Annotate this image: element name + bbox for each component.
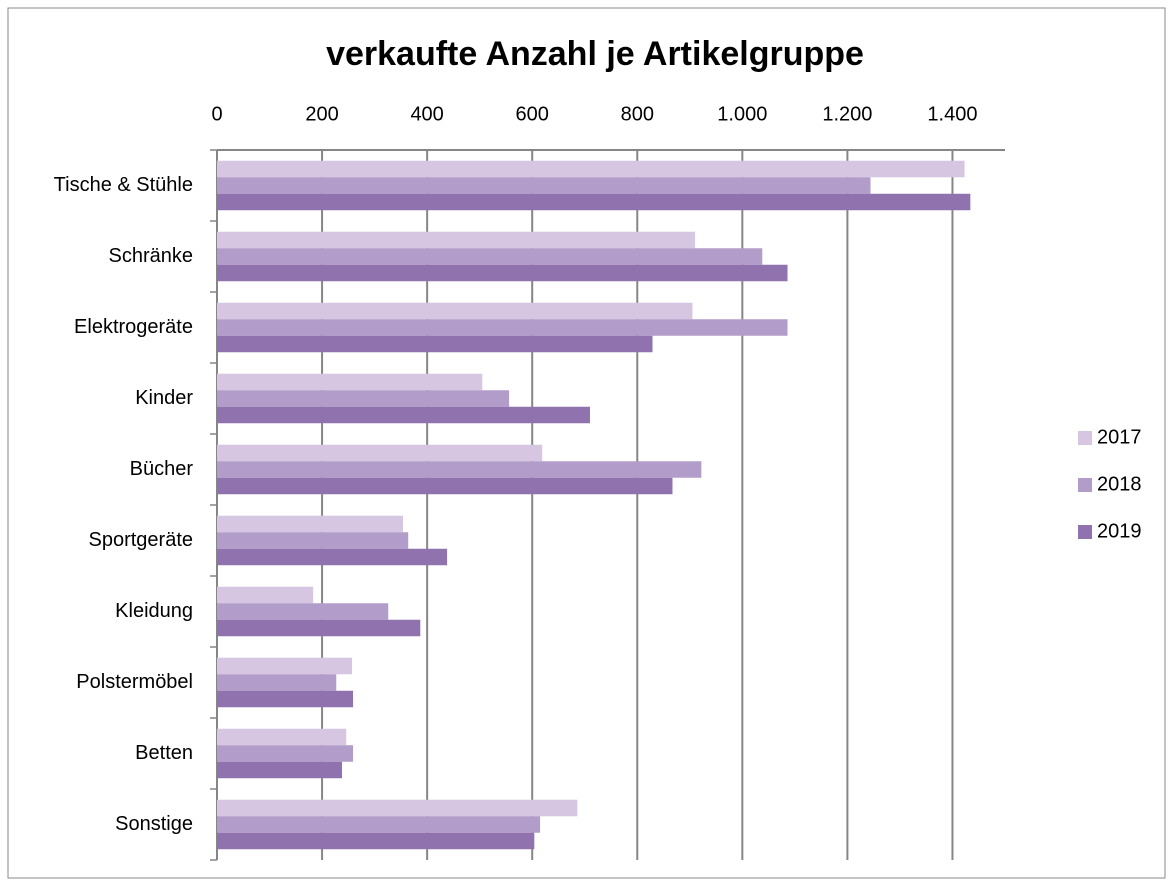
x-tick-label: 1.400 xyxy=(927,103,977,125)
x-tick-label: 800 xyxy=(621,103,654,125)
bar xyxy=(217,548,448,566)
y-tick-label: Polstermöbel xyxy=(76,671,193,693)
bar xyxy=(217,406,590,424)
bar xyxy=(217,302,693,320)
bar xyxy=(217,264,788,282)
y-tick-label: Bücher xyxy=(130,458,194,480)
bar xyxy=(217,477,673,495)
legend-swatch xyxy=(1078,478,1092,492)
bar xyxy=(217,657,353,675)
bar xyxy=(217,690,354,708)
bar xyxy=(217,231,696,249)
bar xyxy=(217,390,510,407)
bar xyxy=(217,603,389,620)
bar xyxy=(217,319,788,336)
bar xyxy=(217,674,337,691)
x-tick-label: 1.200 xyxy=(822,103,872,125)
legend-swatch xyxy=(1078,525,1092,539)
bar xyxy=(217,193,971,211)
x-tick-label: 200 xyxy=(305,103,338,125)
legend-label: 2017 xyxy=(1097,426,1142,448)
bar xyxy=(217,248,763,265)
bar xyxy=(217,619,421,637)
chart-frame xyxy=(7,7,1166,879)
bar xyxy=(217,373,483,391)
y-tick-label: Sonstige xyxy=(115,813,193,835)
y-tick-label: Tische & Stühle xyxy=(54,174,193,196)
y-tick-label: Kinder xyxy=(135,387,193,409)
y-tick-label: Schränke xyxy=(109,245,194,267)
x-tick-label: 600 xyxy=(516,103,549,125)
legend-swatch xyxy=(1078,431,1092,445)
y-tick-label: Sportgeräte xyxy=(88,529,193,551)
bar xyxy=(217,444,543,462)
x-tick-label: 400 xyxy=(410,103,443,125)
x-tick-label: 0 xyxy=(211,103,222,125)
bar xyxy=(217,335,653,353)
bar xyxy=(217,728,347,746)
legend-label: 2019 xyxy=(1097,520,1142,542)
bar xyxy=(217,799,578,817)
bar xyxy=(217,160,965,178)
bar xyxy=(217,761,343,779)
y-tick-label: Kleidung xyxy=(115,600,193,622)
y-tick-label: Elektrogeräte xyxy=(74,316,193,338)
legend-label: 2018 xyxy=(1097,473,1142,495)
bar xyxy=(217,532,409,549)
bar xyxy=(217,586,314,604)
bar xyxy=(217,177,871,194)
bar xyxy=(217,745,354,762)
chart-title: verkaufte Anzahl je Artikelgruppe xyxy=(326,35,864,73)
bar xyxy=(217,816,541,833)
x-tick-label: 1.000 xyxy=(717,103,767,125)
bar xyxy=(217,461,702,478)
bar xyxy=(217,515,403,533)
y-tick-label: Betten xyxy=(135,742,193,764)
bar xyxy=(217,832,535,850)
